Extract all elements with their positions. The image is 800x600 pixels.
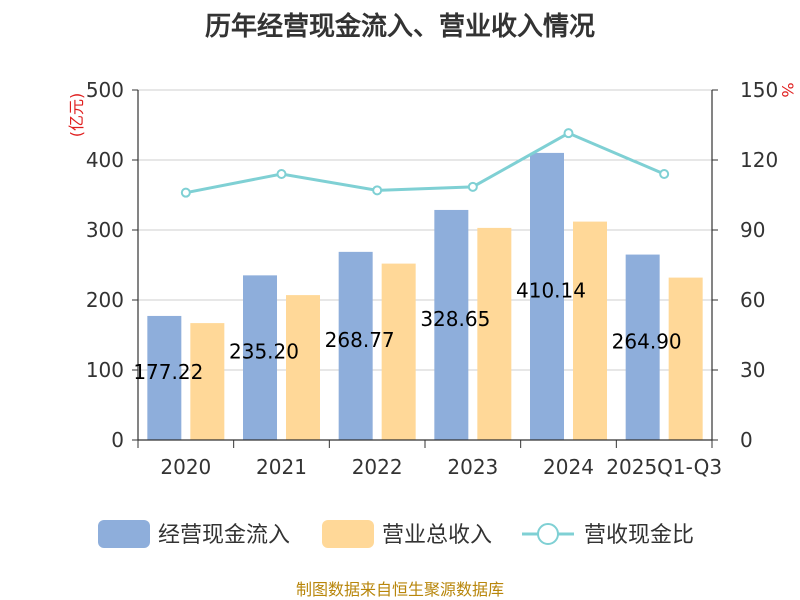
left-axis-tick-label: 500 (86, 78, 124, 102)
right-axis-tick-label: 60 (740, 288, 765, 312)
cash-inflow-data-label: 264.90 (612, 329, 682, 353)
legend-label-revenue: 营业总收入 (382, 523, 492, 548)
revenue-bar (477, 227, 512, 440)
legend-label-cash-inflow: 经营现金流入 (158, 523, 290, 548)
revenue-bar (381, 263, 416, 440)
cash-inflow-data-label: 268.77 (325, 328, 395, 352)
revenue-bar (573, 221, 607, 440)
cash-inflow-bar (243, 275, 277, 440)
cash-inflow-bar (530, 152, 564, 441)
right-axis-tick-label: 120 (740, 148, 778, 172)
legend-swatch-revenue (322, 520, 374, 548)
right-axis-tick-label: 150 (740, 78, 778, 102)
ratio-point (467, 181, 478, 192)
axes: 0 100 200 300 400 500 0 30 60 90 120 150 2020 2021 202… (86, 78, 778, 479)
data-labels: 177.22 235.20 268.77 328.65 410.14 264.90 (133, 278, 681, 384)
ratio-point (659, 169, 670, 179)
legend: 经营现金流入 营业总收入 营收现金比 (98, 520, 694, 548)
ratio-point (372, 185, 383, 196)
x-axis-tick-label: 2025Q1-Q3 (606, 455, 722, 479)
ratio-point (276, 169, 287, 179)
x-axis-tick-label: 2021 (256, 455, 307, 479)
cash-inflow-data-label: 235.20 (229, 340, 299, 364)
cash-inflow-bar (434, 209, 469, 440)
left-axis-unit: (亿元) (67, 93, 86, 138)
cash-inflow-data-label: 328.65 (420, 307, 490, 331)
x-axis-tick-label: 2022 (352, 455, 403, 479)
revenue-bar (190, 323, 225, 440)
legend-swatch-cash-inflow (98, 520, 150, 548)
left-axis-tick-label: 400 (86, 148, 124, 172)
gridlines (138, 89, 712, 371)
ratio-point (563, 128, 574, 139)
x-axis-tick-label: 2023 (447, 455, 498, 479)
revenue-bar (668, 277, 703, 440)
legend-label-ratio: 营收现金比 (584, 523, 694, 548)
right-axis-tick-label: 30 (740, 358, 765, 382)
left-axis-tick-label: 0 (111, 428, 124, 452)
cash-inflow-bar (625, 254, 660, 440)
cash-inflow-data-label: 177.22 (133, 360, 203, 384)
x-axis-tick-label: 2024 (543, 455, 594, 479)
ratio-line (180, 128, 670, 198)
ratio-point (180, 187, 191, 198)
right-axis-unit: % (778, 82, 797, 97)
cash-inflow-data-label: 410.14 (516, 278, 586, 302)
x-axis-tick-label: 2020 (160, 455, 211, 479)
chart-title: 历年经营现金流入、营业收入情况 (205, 11, 595, 42)
source-note: 制图数据来自恒生聚源数据库 (296, 580, 504, 599)
revenue-bar (286, 295, 320, 440)
left-axis-tick-label: 200 (86, 288, 124, 312)
bars (147, 152, 703, 441)
cash-inflow-bar (338, 251, 373, 440)
cash-inflow-bar (147, 315, 182, 440)
right-axis-tick-label: 90 (740, 218, 765, 242)
left-axis-tick-label: 100 (86, 358, 124, 382)
ratio-line-path (185, 131, 665, 195)
legend-swatch-ratio-marker (537, 523, 559, 545)
left-axis-tick-label: 300 (86, 218, 124, 242)
right-axis-tick-label: 0 (740, 428, 753, 452)
